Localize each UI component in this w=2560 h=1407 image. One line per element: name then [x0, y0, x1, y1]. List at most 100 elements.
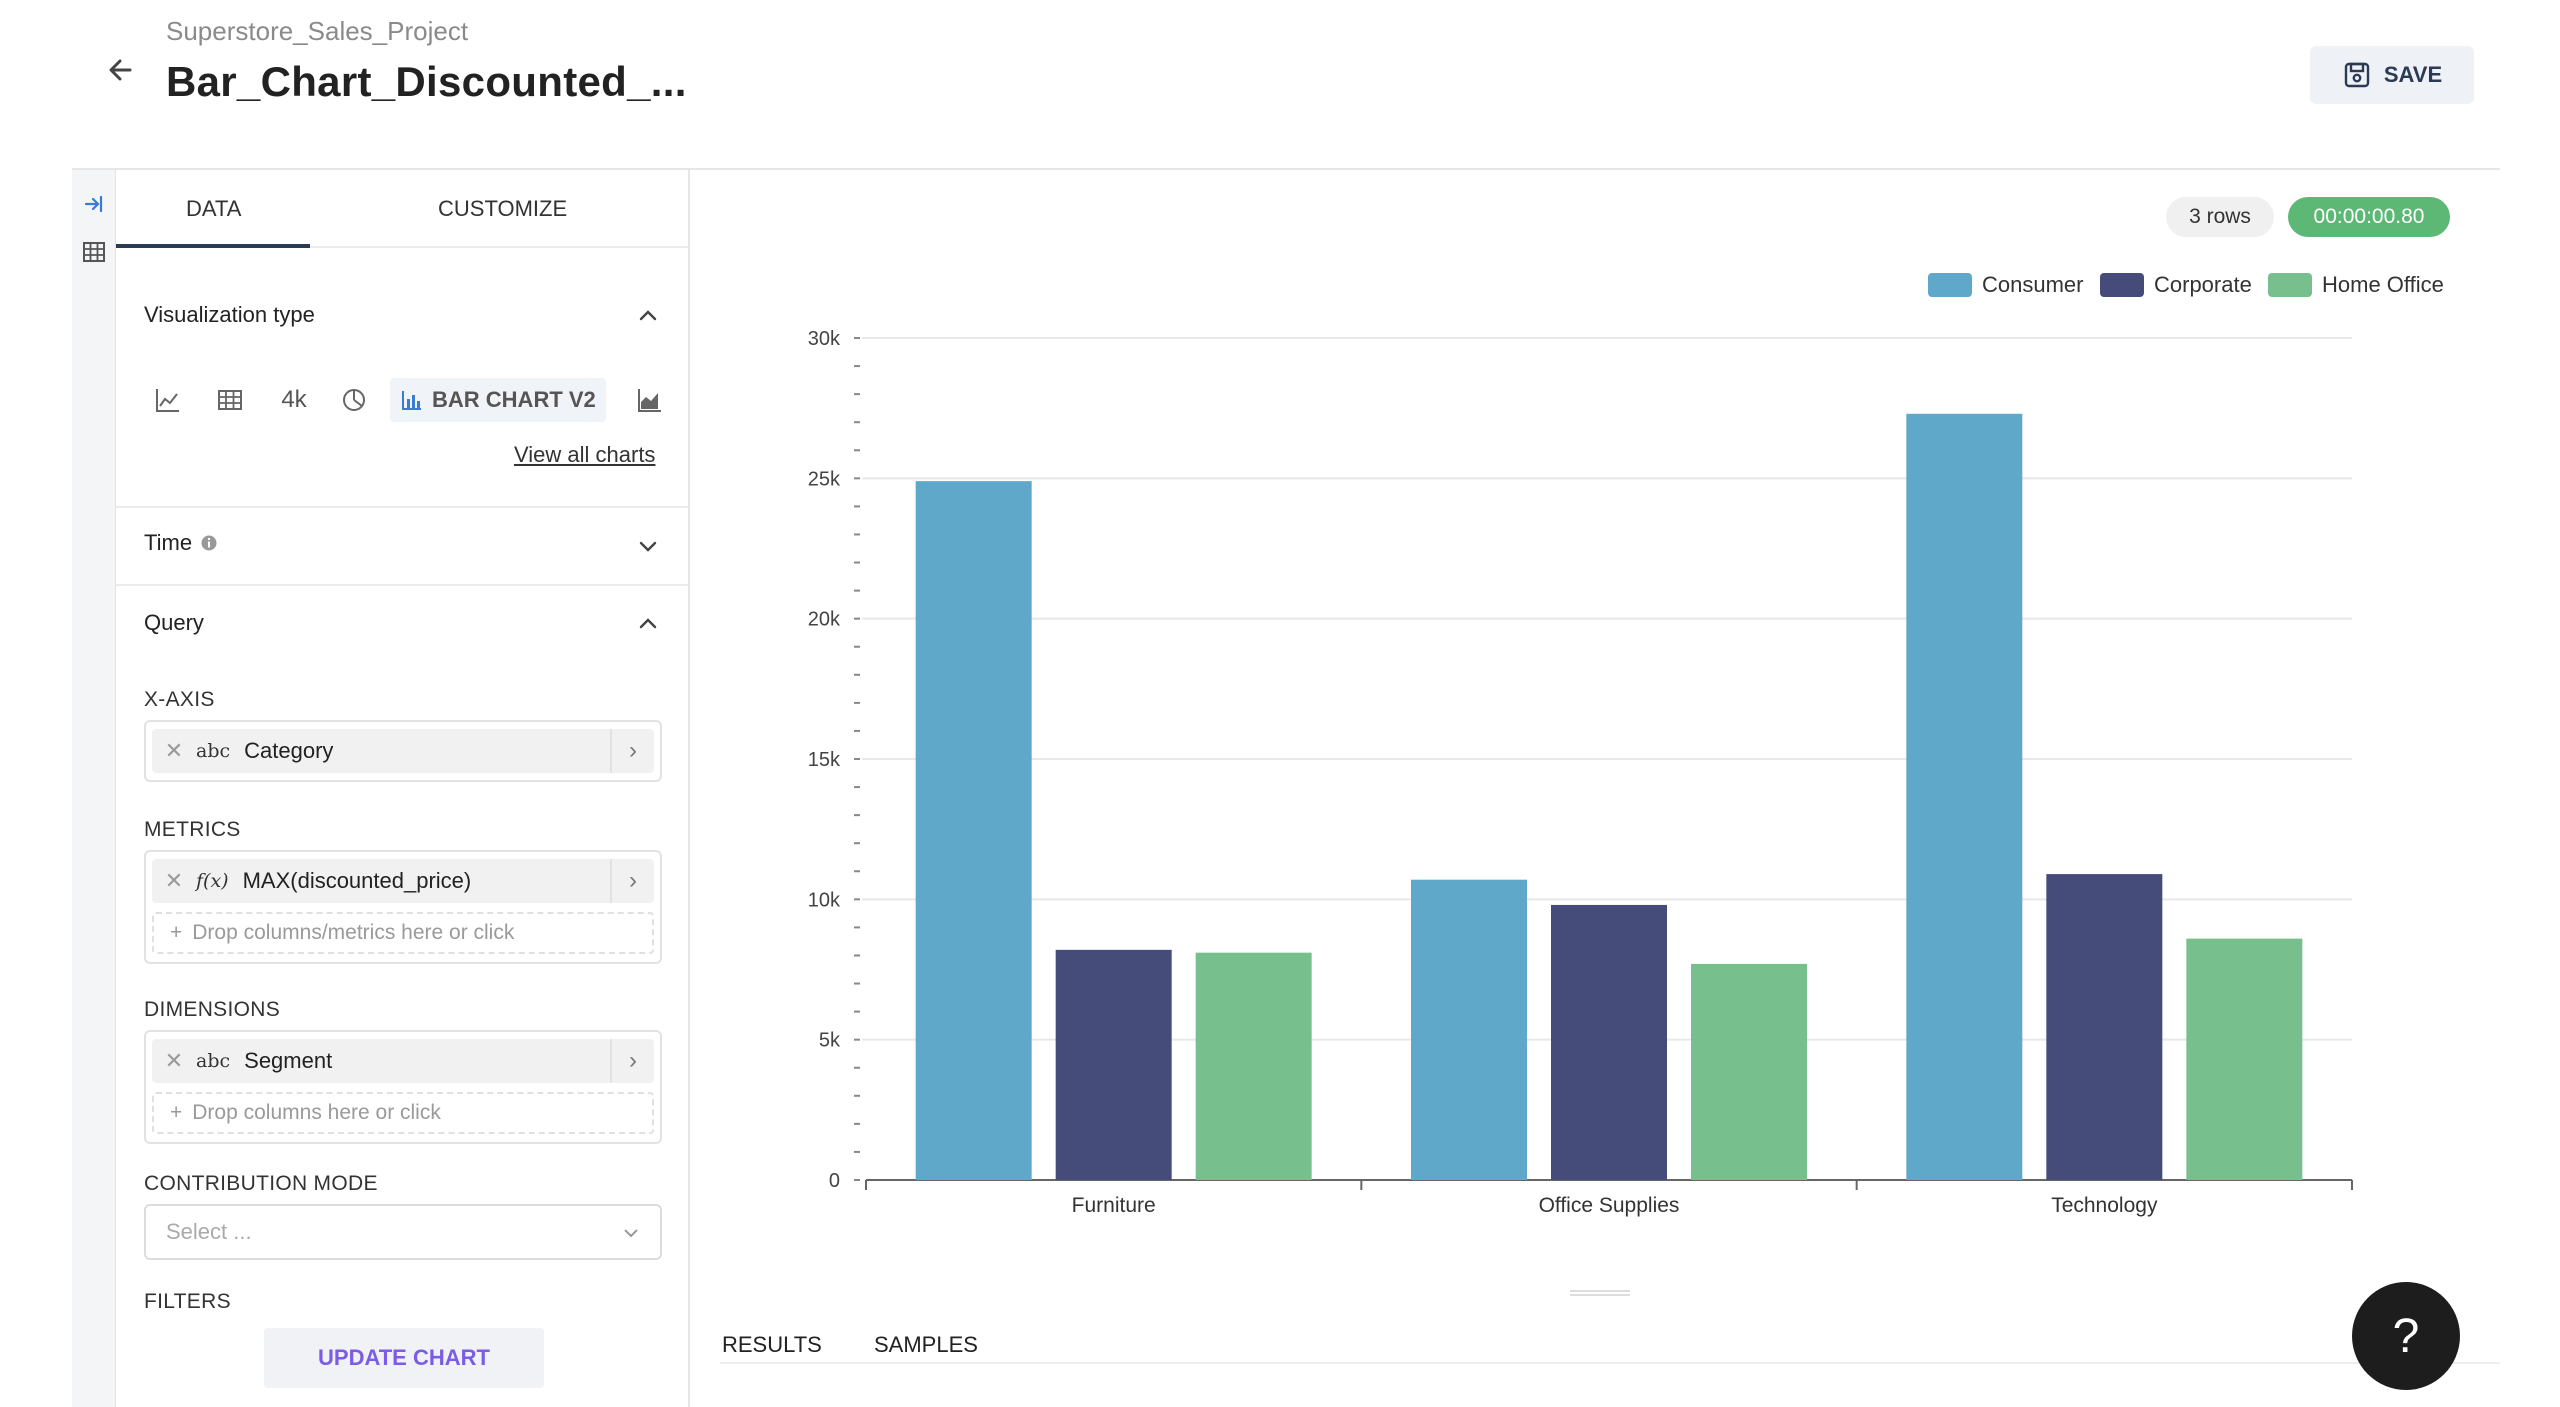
filters-label: FILTERS	[144, 1290, 231, 1313]
legend-swatch	[2100, 273, 2144, 297]
control-panel: DATA CUSTOMIZE Visualization type 4k BAR…	[116, 170, 690, 1407]
chevron-right-icon[interactable]: ›	[610, 1039, 654, 1083]
contribution-mode-select[interactable]: Select ...	[144, 1204, 662, 1260]
legend-swatch	[2268, 273, 2312, 297]
bottom-tabs-divider	[720, 1362, 2500, 1364]
metric-pill[interactable]: ✕ f(x) MAX(discounted_price) ›	[152, 859, 654, 903]
dimensions-drop-zone[interactable]: + Drop columns here or click	[152, 1092, 654, 1134]
y-tick-label: 20k	[808, 609, 841, 631]
legend-label: Home Office	[2322, 272, 2444, 297]
viz-selected-label: BAR CHART V2	[432, 387, 596, 412]
bar-chart: 0 5k 10k 15k 20k 25k 30k Furniture Office Suppli…	[808, 328, 2353, 1217]
chevron-up-icon[interactable]	[636, 612, 660, 636]
legend-item-corporate[interactable]: Corporate	[2100, 272, 2252, 298]
remove-icon[interactable]: ✕	[164, 868, 184, 893]
update-chart-button[interactable]: UPDATE CHART	[264, 1328, 544, 1388]
y-tick-label: 5k	[819, 1030, 841, 1052]
contribution-placeholder: Select ...	[166, 1219, 252, 1244]
project-name: Superstore_Sales_Project	[166, 16, 469, 46]
bar	[1906, 413, 2023, 1180]
function-icon: f(x)	[196, 870, 229, 892]
metrics-label: METRICS	[144, 818, 241, 841]
legend-label: Consumer	[1982, 272, 2084, 297]
chart-title[interactable]: Bar_Chart_Discounted_...	[166, 58, 687, 105]
header-divider	[72, 168, 2500, 170]
section-time[interactable]: Time	[144, 530, 218, 556]
chevron-down-icon[interactable]	[636, 534, 660, 558]
bar	[2186, 938, 2303, 1180]
info-icon[interactable]	[200, 534, 218, 552]
legend-label: Corporate	[2154, 272, 2252, 297]
tab-results[interactable]: RESULTS	[722, 1332, 822, 1357]
panel-tabs: DATA CUSTOMIZE	[116, 170, 688, 248]
remove-icon[interactable]: ✕	[164, 738, 184, 763]
save-button[interactable]: SAVE	[2310, 46, 2474, 104]
line-chart-icon[interactable]	[146, 380, 190, 420]
dimension-value: Segment	[244, 1048, 333, 1073]
chevron-right-icon[interactable]: ›	[610, 859, 654, 903]
dimension-pill[interactable]: ✕ abc Segment ›	[152, 1039, 654, 1083]
section-visualization-type[interactable]: Visualization type	[144, 302, 315, 327]
x-axis-field: ✕ abc Category ›	[144, 720, 662, 782]
dataset-table-icon[interactable]	[72, 232, 116, 272]
save-icon	[2344, 62, 2370, 88]
bar-chart-icon	[402, 391, 421, 410]
column-type-abc: abc	[196, 740, 231, 762]
bar	[1055, 949, 1172, 1180]
y-tick-label: 25k	[808, 468, 841, 490]
metrics-drop-zone[interactable]: + Drop columns/metrics here or click	[152, 912, 654, 954]
arrow-left-icon	[109, 59, 132, 81]
legend-item-consumer[interactable]: Consumer	[1928, 272, 2083, 298]
bar	[915, 481, 1032, 1180]
x-tick-label: Furniture	[1072, 1194, 1156, 1217]
remove-icon[interactable]: ✕	[164, 1048, 184, 1073]
x-tick-label: Office Supplies	[1539, 1194, 1680, 1217]
datasource-strip	[72, 170, 116, 1407]
tab-samples[interactable]: SAMPLES	[874, 1332, 978, 1357]
metric-value: MAX(discounted_price)	[242, 868, 472, 893]
help-button[interactable]: ?	[2352, 1282, 2460, 1390]
table-chart-icon[interactable]	[208, 380, 252, 420]
view-all-charts-link[interactable]: View all charts	[514, 442, 656, 467]
resize-handle[interactable]	[1570, 1290, 1630, 1296]
y-tick-label: 15k	[808, 749, 841, 771]
legend-swatch	[1928, 273, 1972, 297]
dimensions-drop-placeholder: Drop columns here or click	[192, 1101, 441, 1124]
tab-customize[interactable]: CUSTOMIZE	[438, 196, 568, 221]
chevron-down-icon	[624, 1229, 638, 1238]
bar	[1691, 963, 1807, 1180]
x-axis-label: X-AXIS	[144, 688, 215, 711]
y-tick-label: 0	[829, 1170, 840, 1192]
y-tick-label: 30k	[808, 328, 841, 350]
chevron-up-icon[interactable]	[636, 304, 660, 328]
active-tab-indicator	[116, 244, 310, 248]
contribution-mode-label: CONTRIBUTION MODE	[144, 1172, 378, 1195]
bar	[1551, 904, 1667, 1180]
expand-panel-icon[interactable]	[72, 184, 116, 224]
metrics-drop-placeholder: Drop columns/metrics here or click	[192, 921, 515, 944]
plus-icon: +	[170, 921, 183, 944]
big-number-icon[interactable]: 4k	[281, 386, 307, 413]
dimensions-label: DIMENSIONS	[144, 998, 281, 1021]
tab-data[interactable]: DATA	[186, 196, 242, 221]
viz-type-bar-chart-v2[interactable]: BAR CHART V2	[390, 378, 606, 422]
area-chart-icon[interactable]	[628, 380, 672, 420]
bar	[1411, 879, 1527, 1180]
section-divider	[116, 584, 688, 586]
x-axis-pill[interactable]: ✕ abc Category ›	[152, 729, 654, 773]
pie-chart-icon[interactable]	[332, 380, 376, 420]
section-query[interactable]: Query	[144, 610, 204, 635]
x-axis-value: Category	[244, 738, 334, 763]
back-button[interactable]	[100, 48, 144, 92]
column-type-abc: abc	[196, 1050, 231, 1072]
query-timer-badge: 00:00:00.80	[2288, 197, 2450, 237]
metrics-field: ✕ f(x) MAX(discounted_price) › + Drop co…	[144, 850, 662, 964]
dimensions-field: ✕ abc Segment › + Drop columns here or c…	[144, 1030, 662, 1144]
legend-item-home-office[interactable]: Home Office	[2268, 272, 2444, 298]
y-tick-label: 10k	[808, 889, 841, 911]
row-count-badge: 3 rows	[2166, 197, 2274, 237]
save-label: SAVE	[2383, 62, 2443, 87]
bar	[1195, 952, 1312, 1180]
section-divider	[116, 506, 688, 508]
chevron-right-icon[interactable]: ›	[610, 729, 654, 773]
